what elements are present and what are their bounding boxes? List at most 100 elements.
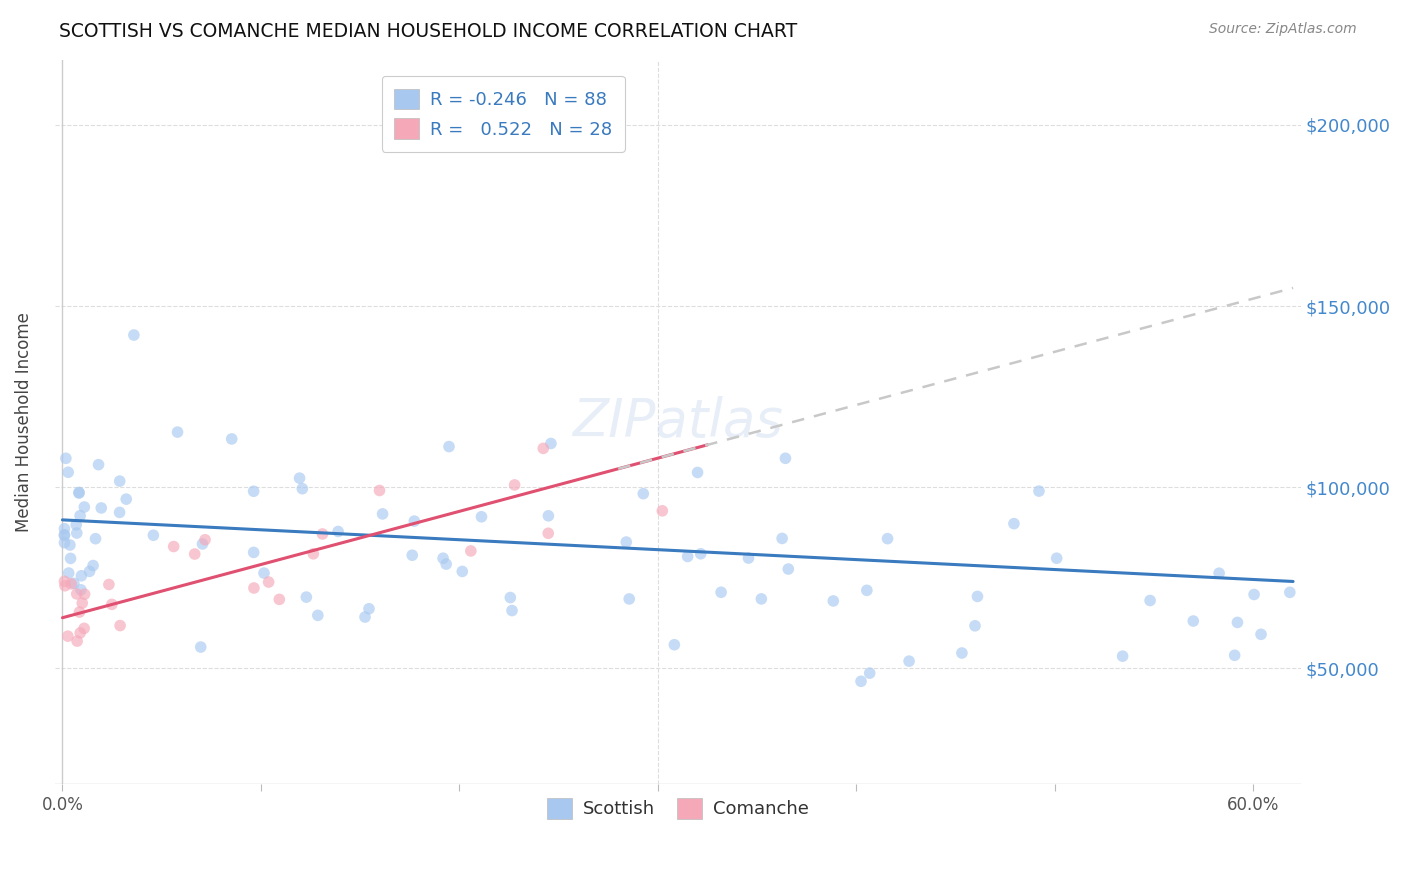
Text: SCOTTISH VS COMANCHE MEDIAN HOUSEHOLD INCOME CORRELATION CHART: SCOTTISH VS COMANCHE MEDIAN HOUSEHOLD IN… xyxy=(59,22,797,41)
Point xyxy=(221,432,243,446)
Point xyxy=(65,517,87,532)
Point xyxy=(302,547,325,561)
Point xyxy=(503,478,526,492)
Point xyxy=(59,551,82,566)
Point xyxy=(69,626,91,640)
Point xyxy=(69,508,91,523)
Point xyxy=(1182,614,1205,628)
Point xyxy=(749,591,772,606)
Point xyxy=(1208,566,1230,581)
Point xyxy=(540,436,562,450)
Point xyxy=(770,532,793,546)
Point xyxy=(166,425,188,439)
Point xyxy=(1046,551,1069,566)
Point xyxy=(84,532,107,546)
Point xyxy=(307,608,329,623)
Point xyxy=(253,566,276,580)
Point xyxy=(614,535,637,549)
Point xyxy=(56,465,79,479)
Point xyxy=(67,485,90,500)
Point xyxy=(460,544,482,558)
Point xyxy=(295,590,318,604)
Point xyxy=(859,666,882,681)
Point xyxy=(876,532,898,546)
Point xyxy=(898,654,921,668)
Point xyxy=(437,440,460,454)
Point xyxy=(242,545,264,559)
Point xyxy=(108,474,131,488)
Point xyxy=(190,640,212,654)
Point xyxy=(823,594,845,608)
Point xyxy=(856,583,879,598)
Point xyxy=(73,621,96,635)
Point xyxy=(56,629,79,643)
Point xyxy=(1278,585,1301,599)
Point xyxy=(163,540,186,554)
Point xyxy=(404,514,426,528)
Point xyxy=(53,574,76,589)
Point xyxy=(66,526,89,541)
Point xyxy=(849,674,872,689)
Point xyxy=(288,471,311,485)
Point xyxy=(53,535,76,549)
Point xyxy=(1139,593,1161,607)
Y-axis label: Median Household Income: Median Household Income xyxy=(15,312,32,532)
Point xyxy=(1002,516,1025,531)
Point xyxy=(191,537,214,551)
Point xyxy=(291,482,314,496)
Point xyxy=(689,547,711,561)
Point xyxy=(371,507,394,521)
Point xyxy=(401,548,423,562)
Point xyxy=(115,492,138,507)
Point xyxy=(1243,587,1265,601)
Point xyxy=(676,549,699,564)
Point xyxy=(101,598,124,612)
Point xyxy=(357,601,380,615)
Point xyxy=(950,646,973,660)
Point xyxy=(183,547,205,561)
Point xyxy=(619,591,641,606)
Legend: Scottish, Comanche: Scottish, Comanche xyxy=(540,791,815,826)
Point xyxy=(434,557,457,571)
Point xyxy=(354,610,377,624)
Point xyxy=(651,504,673,518)
Point xyxy=(90,500,112,515)
Point xyxy=(73,587,96,601)
Point xyxy=(368,483,391,498)
Point xyxy=(633,486,655,500)
Point xyxy=(87,458,110,472)
Text: ZIPatlas: ZIPatlas xyxy=(572,396,783,448)
Point xyxy=(70,596,93,610)
Point xyxy=(58,566,80,580)
Point xyxy=(537,508,560,523)
Point xyxy=(778,562,800,576)
Point xyxy=(67,486,90,500)
Point xyxy=(242,484,264,499)
Point xyxy=(1226,615,1249,630)
Point xyxy=(53,579,76,593)
Point xyxy=(1111,649,1133,664)
Point xyxy=(142,528,165,542)
Point xyxy=(1250,627,1272,641)
Point xyxy=(122,328,145,343)
Point xyxy=(194,533,217,547)
Point xyxy=(1028,484,1050,499)
Point xyxy=(470,509,492,524)
Point xyxy=(737,551,759,566)
Point xyxy=(499,591,522,605)
Point xyxy=(53,522,76,536)
Point xyxy=(63,576,86,591)
Point xyxy=(67,605,90,619)
Point xyxy=(66,634,89,648)
Point xyxy=(710,585,733,599)
Point xyxy=(326,524,349,539)
Point xyxy=(53,528,76,542)
Point xyxy=(501,603,523,617)
Point xyxy=(53,527,76,541)
Point xyxy=(70,582,93,597)
Point xyxy=(686,466,709,480)
Point xyxy=(531,442,554,456)
Point xyxy=(79,565,101,579)
Point xyxy=(70,568,93,582)
Point xyxy=(966,590,988,604)
